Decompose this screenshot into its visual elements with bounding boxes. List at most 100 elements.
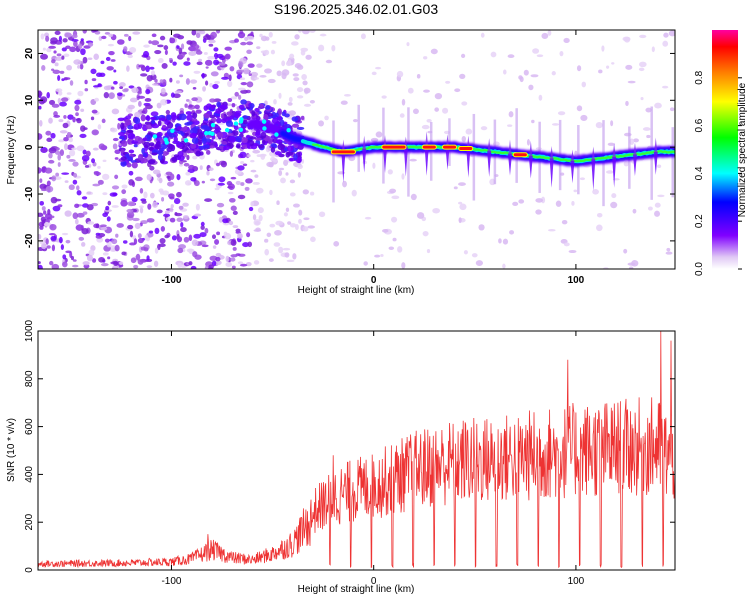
heatmap-cell xyxy=(289,192,296,197)
heatmap-cell xyxy=(138,153,143,161)
heatmap-cell xyxy=(645,107,652,113)
heatmap-cell xyxy=(512,201,519,206)
heatmap-cell xyxy=(156,131,163,137)
heatmap-cell xyxy=(296,87,304,93)
heatmap-cell xyxy=(270,156,276,162)
heatmap-cell xyxy=(382,228,389,233)
y-tick-label: 20 xyxy=(24,47,35,59)
heatmap-cell xyxy=(193,180,200,187)
heatmap-cell xyxy=(639,61,647,68)
heatmap-cell xyxy=(151,40,160,46)
heatmap-cell xyxy=(195,32,201,39)
heatmap-cell xyxy=(169,37,176,44)
heatmap-cell xyxy=(154,227,160,235)
heatmap-cell xyxy=(240,77,246,81)
heatmap-cell xyxy=(502,238,509,245)
heatmap-cell xyxy=(654,210,661,217)
heatmap-cell xyxy=(230,205,237,211)
ridge-tooth xyxy=(653,151,658,175)
heatmap-cell xyxy=(176,191,182,198)
heatmap-cell xyxy=(218,176,226,183)
heatmap-cell xyxy=(627,80,636,84)
heatmap-cell xyxy=(143,152,148,157)
heatmap-cell xyxy=(41,242,47,250)
heatmap-cell xyxy=(318,44,325,52)
heatmap-cell xyxy=(65,45,71,49)
heatmap-cell xyxy=(206,170,210,176)
heatmap-cell xyxy=(179,159,184,165)
heatmap-cell xyxy=(187,182,192,186)
heatmap-cell xyxy=(189,127,198,135)
heatmap-cell xyxy=(230,254,238,258)
heatmap-cell xyxy=(647,206,653,211)
heatmap-cell xyxy=(98,143,105,150)
heatmap-cell xyxy=(278,170,283,176)
heatmap-cell xyxy=(224,46,233,51)
heatmap-cell xyxy=(107,256,111,260)
heatmap-cell xyxy=(283,159,289,166)
heatmap-cell xyxy=(207,55,216,60)
heatmap-cell xyxy=(458,217,462,224)
heatmap-cell xyxy=(74,218,79,225)
heatmap-cell xyxy=(102,252,109,256)
heatmap-cell xyxy=(247,154,251,158)
heatmap-cell xyxy=(282,247,291,251)
heatmap-cell xyxy=(146,265,153,268)
heatmap-cell xyxy=(246,41,254,46)
heatmap-cell xyxy=(434,92,443,100)
heatmap-cell xyxy=(139,207,144,214)
heatmap-cell xyxy=(209,98,216,103)
colorbar-tick-label: 0.4 xyxy=(694,166,705,180)
heatmap-cell xyxy=(174,90,183,94)
heatmap-cell xyxy=(71,34,78,39)
heatmap-cell xyxy=(557,111,566,116)
heatmap-cell xyxy=(274,151,282,156)
heatmap-cell xyxy=(73,40,78,47)
heatmap-cell xyxy=(119,261,124,265)
heatmap-cell xyxy=(141,200,147,204)
y-tick-label: 400 xyxy=(24,466,35,483)
heatmap-cell xyxy=(152,169,161,175)
heatmap-cell xyxy=(50,235,57,241)
heatmap-cell xyxy=(669,107,675,112)
heatmap-cell xyxy=(140,246,147,251)
heatmap-cell xyxy=(51,103,60,108)
heatmap-cell xyxy=(140,114,146,122)
heatmap-cell xyxy=(149,165,155,171)
heatmap-cell xyxy=(503,69,507,75)
heatmap-cell xyxy=(80,108,85,113)
heatmap-cell xyxy=(278,141,283,146)
heatmap-cell xyxy=(298,218,302,224)
heatmap-cell xyxy=(213,59,220,66)
heatmap-cell xyxy=(654,202,661,208)
heatmap-cell xyxy=(183,132,189,136)
heatmap-cell xyxy=(286,259,295,263)
chart-title: S196.2025.346.02.01.G03 xyxy=(274,1,438,17)
heatmap-cell xyxy=(57,154,62,161)
heatmap-cell xyxy=(221,76,229,80)
heatmap-cell xyxy=(104,238,110,243)
heatmap-cell xyxy=(242,163,248,167)
heatmap-cell xyxy=(126,162,132,168)
heatmap-cell xyxy=(50,40,57,45)
heatmap-cell xyxy=(74,99,82,105)
heatmap-cell xyxy=(309,100,315,104)
heatmap-cell xyxy=(123,33,129,37)
heatmap-cell xyxy=(39,200,45,206)
heatmap-cell xyxy=(116,92,123,97)
heatmap-cell xyxy=(475,260,484,266)
heatmap-cell xyxy=(161,197,165,202)
heatmap-cell xyxy=(380,253,384,257)
heatmap-cell xyxy=(157,153,163,161)
heatmap-spot xyxy=(262,126,267,131)
heatmap-cell xyxy=(270,49,276,55)
colorbar-tick-label: 0.2 xyxy=(694,214,705,228)
heatmap-cell xyxy=(247,63,255,68)
heatmap-cell xyxy=(103,91,109,99)
heatmap-cell xyxy=(409,158,418,162)
heatmap-cell xyxy=(39,120,43,127)
heatmap-cell xyxy=(490,51,497,58)
heatmap-cell xyxy=(120,122,125,130)
heatmap-cell xyxy=(528,84,534,91)
heatmap-cell xyxy=(141,158,148,164)
